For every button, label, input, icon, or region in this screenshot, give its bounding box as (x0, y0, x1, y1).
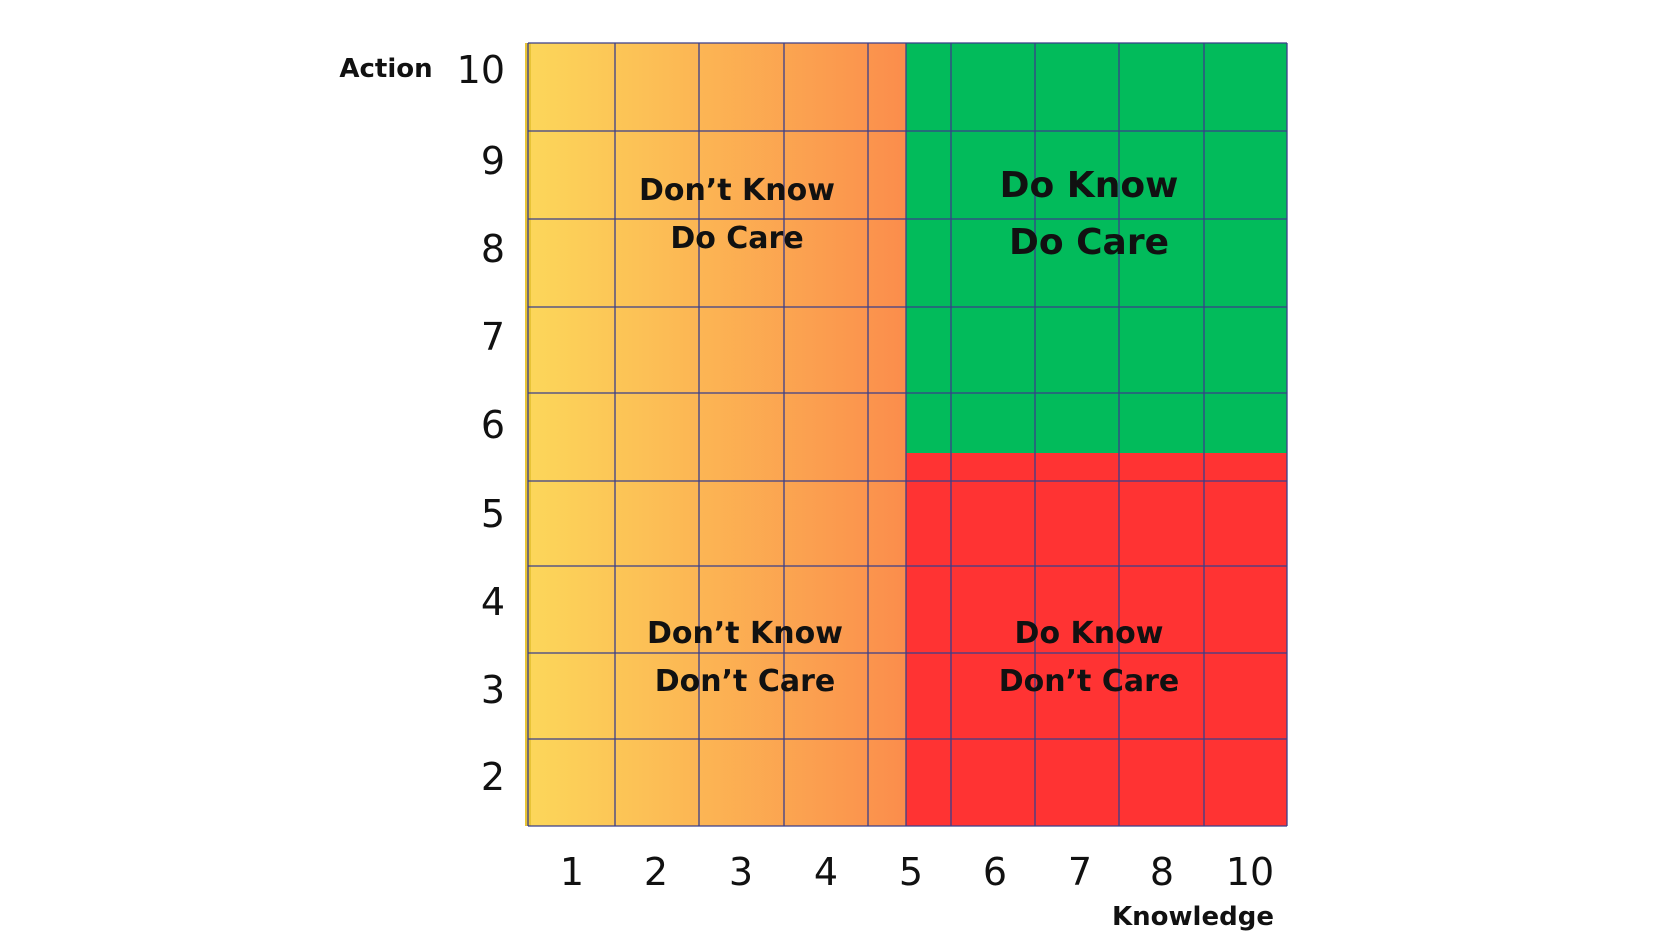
bottom-right-red-region (906, 453, 1287, 826)
quadrant-top-right-line2: Do Care (1009, 222, 1169, 263)
x-tick-label: 10 (1226, 850, 1274, 894)
quadrant-bottom-left-line1: Don’t Know (647, 616, 843, 651)
x-axis-title: Knowledge (1112, 902, 1274, 932)
x-tick-label: 1 (560, 850, 584, 894)
y-tick-label: 5 (481, 492, 505, 536)
x-tick-label: 5 (899, 850, 923, 894)
y-tick-label: 4 (481, 580, 505, 624)
y-axis-title: Action (339, 54, 432, 84)
grid-lines (527, 42, 1288, 827)
quadrant-bottom-right-line2: Don’t Care (999, 664, 1179, 699)
left-gradient-region (528, 43, 906, 826)
quadrant-top-left-line2: Do Care (670, 221, 803, 256)
x-tick-label: 7 (1068, 850, 1092, 894)
x-tick-label: 2 (644, 850, 668, 894)
quadrant-bottom-right-line1: Do Know (1015, 616, 1164, 651)
quadrant-top-right-line1: Do Know (1000, 165, 1179, 206)
y-tick-label: 8 (481, 227, 505, 271)
y-tick-label: 7 (481, 315, 505, 359)
quadrant-top-left-line1: Don’t Know (639, 173, 835, 208)
x-tick-label: 4 (814, 850, 838, 894)
y-tick-label: 9 (481, 139, 505, 183)
x-axis-ticks: 1 2 3 4 5 6 7 8 10 (560, 850, 1274, 894)
x-tick-label: 3 (729, 850, 753, 894)
y-tick-label: 10 (457, 48, 505, 92)
y-tick-label: 6 (481, 403, 505, 447)
y-axis-ticks: 10 9 8 7 6 5 4 3 2 (457, 48, 505, 799)
x-tick-label: 6 (983, 850, 1007, 894)
y-tick-label: 3 (481, 668, 505, 712)
quadrant-bottom-left-line2: Don’t Care (655, 664, 835, 699)
x-tick-label: 8 (1150, 850, 1174, 894)
y-tick-label: 2 (481, 755, 505, 799)
top-right-green-region (906, 43, 1287, 453)
